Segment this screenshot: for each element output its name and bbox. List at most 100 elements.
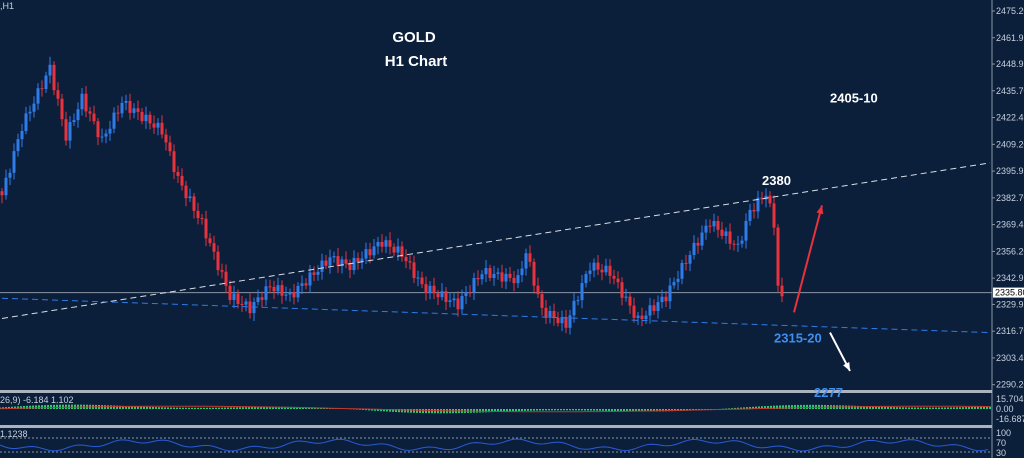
candle-body: [480, 274, 484, 280]
candle-body: [696, 242, 700, 246]
candle-body: [184, 185, 188, 199]
candle-body: [584, 273, 588, 284]
candle-body: [732, 243, 736, 245]
price-target-label: 2277: [814, 385, 843, 400]
symbol-label: ,H1: [0, 1, 14, 11]
candle-body: [260, 297, 264, 300]
macd-tick-label: 15.704: [996, 394, 1024, 404]
candle-body: [624, 296, 628, 298]
y-tick-label: 2448.95: [996, 59, 1024, 69]
candle-body: [328, 257, 332, 266]
candle-body: [380, 241, 384, 247]
candle-body: [144, 114, 148, 122]
current-price-badge: [993, 287, 1024, 298]
y-tick-label: 2422.45: [996, 113, 1024, 123]
y-tick-label: 2356.20: [996, 246, 1024, 256]
candle-body: [232, 293, 236, 301]
candle-body: [272, 286, 276, 292]
candle-body: [644, 315, 648, 320]
candle-body: [80, 93, 84, 110]
y-tick-label: 2435.70: [996, 86, 1024, 96]
y-tick-label: 2409.20: [996, 139, 1024, 149]
candle-body: [776, 227, 780, 286]
candle-body: [552, 310, 556, 318]
candle-body: [780, 285, 784, 297]
candle-body: [140, 111, 144, 122]
candle-body: [160, 122, 164, 135]
candle-body: [304, 283, 308, 286]
candle-body: [668, 285, 672, 302]
candle-body: [608, 265, 612, 276]
candle-body: [620, 282, 624, 298]
candle-body: [252, 301, 256, 314]
candle-body: [332, 256, 336, 258]
candle-body: [108, 128, 112, 134]
candle-body: [516, 275, 520, 284]
candle-body: [264, 286, 268, 300]
y-tick-label: 2475.20: [996, 6, 1024, 16]
candle-body: [20, 130, 24, 140]
current-price-label: 2335.80: [995, 288, 1024, 298]
candle-body: [636, 315, 640, 318]
oscillator-tick-label: 30: [996, 448, 1006, 458]
candle-body: [656, 302, 660, 311]
y-tick-label: 2290.20: [996, 380, 1024, 390]
candle-body: [300, 283, 304, 286]
candle-body: [612, 275, 616, 279]
candle-body: [492, 273, 496, 279]
candle-body: [60, 98, 64, 120]
candle-body: [680, 262, 684, 279]
price-target-label: 2380: [762, 173, 791, 188]
y-tick-label: 2316.70: [996, 326, 1024, 336]
candle-body: [368, 249, 372, 256]
y-tick-label: 2329.95: [996, 299, 1024, 309]
y-tick-label: 2342.95: [996, 273, 1024, 283]
candle-body: [508, 273, 512, 278]
candle-body: [464, 292, 468, 297]
candle-body: [572, 300, 576, 316]
candle-body: [652, 305, 656, 311]
candle-body: [132, 108, 136, 113]
candle-body: [404, 256, 408, 262]
candle-body: [768, 195, 772, 204]
candle-body: [588, 270, 592, 274]
candle-body: [708, 225, 712, 227]
oscillator-line: [0, 438, 989, 452]
candle-body: [24, 113, 28, 131]
candle-body: [356, 257, 360, 263]
candle-body: [52, 64, 56, 91]
candle-body: [372, 246, 376, 256]
candle-body: [592, 262, 596, 271]
candle-body: [152, 123, 156, 128]
y-tick-label: 2461.95: [996, 33, 1024, 43]
candle-body: [8, 172, 12, 178]
candle-body: [4, 177, 8, 196]
candle-body: [604, 265, 608, 273]
candle-body: [756, 197, 760, 212]
oscillator-label: 1.1238: [0, 429, 28, 439]
candle-body: [700, 232, 704, 246]
candle-body: [660, 296, 664, 303]
candle-body: [504, 273, 508, 282]
candle-body: [124, 101, 128, 103]
candle-body: [48, 64, 52, 76]
candle-body: [156, 122, 160, 128]
candle-body: [116, 112, 120, 114]
candle-body: [460, 296, 464, 310]
candle-body: [172, 151, 176, 172]
candle-body: [468, 292, 472, 294]
candle-body: [412, 262, 416, 279]
candle-body: [448, 300, 452, 302]
candle-body: [724, 231, 728, 236]
candle-body: [256, 297, 260, 302]
y-tick-label: 2382.70: [996, 193, 1024, 203]
candle-body: [536, 285, 540, 295]
trendlines: [1, 162, 991, 372]
candle-body: [616, 278, 620, 283]
candle-body: [96, 121, 100, 138]
candle-body: [716, 221, 720, 230]
oscillator-tick-label: 100: [996, 428, 1011, 438]
candle-body: [320, 260, 324, 272]
price-target-label: 2315-20: [774, 331, 822, 346]
candle-body: [68, 122, 72, 141]
